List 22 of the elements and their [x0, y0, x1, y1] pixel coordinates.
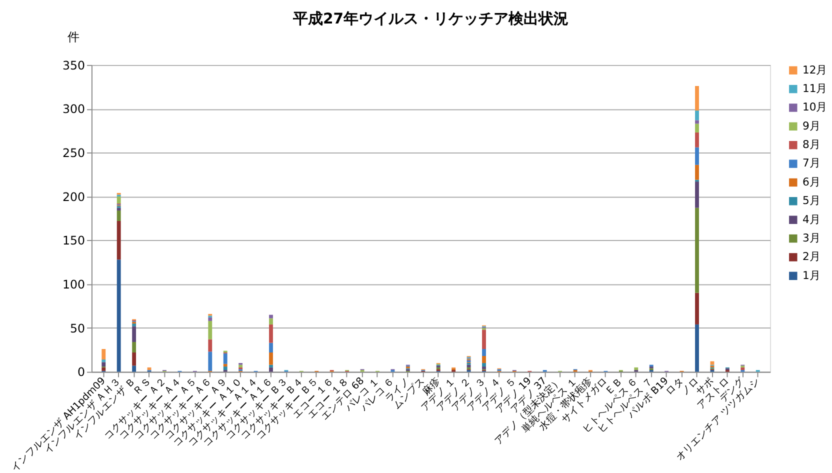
y-tick-label: 100: [62, 278, 86, 292]
legend-label: 6月: [802, 175, 820, 188]
y-tick-label: 250: [62, 146, 86, 160]
legend-label: 9月: [802, 119, 820, 132]
y-tick-label: 150: [62, 234, 86, 248]
legend-label: 3月: [802, 231, 820, 244]
y-tick-label: 200: [62, 190, 86, 204]
chart-title: 平成27年ウイルス・リケッチア検出状況: [292, 10, 569, 28]
legend-label: 10月: [802, 100, 828, 114]
y-axis-title: 件: [67, 30, 80, 44]
legend-label: 2月: [802, 250, 820, 264]
legend-label: 8月: [802, 138, 820, 152]
legend-label: 11月: [802, 82, 828, 95]
y-tick-label: 50: [70, 321, 86, 336]
legend-label: 4月: [802, 212, 820, 226]
y-tick-label: 300: [62, 102, 86, 116]
legend-label: 1月: [802, 268, 820, 282]
legend-label: 5月: [802, 194, 820, 208]
legend-label: 7月: [802, 156, 820, 170]
legend-label: 12月: [802, 63, 828, 76]
y-tick-label: 350: [62, 58, 86, 72]
y-tick-label: 0: [78, 365, 86, 380]
